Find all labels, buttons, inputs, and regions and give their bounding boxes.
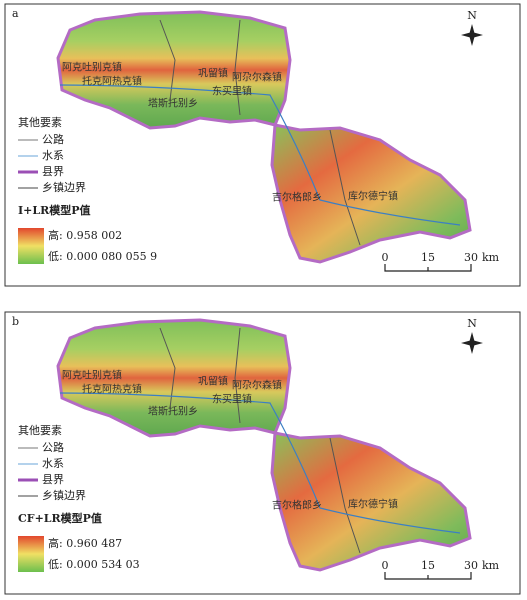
place-name: 阿克吐别克镇 <box>62 369 122 382</box>
scale-bar <box>384 264 472 272</box>
scale-tick: 0 <box>382 559 389 572</box>
scale-tick: 30 <box>464 251 478 264</box>
legend-low: 低: 0.000 534 03 <box>48 558 140 571</box>
legend-low: 低: 0.000 080 055 9 <box>48 250 157 263</box>
boundary <box>159 327 361 554</box>
place-name: 吉尔格郎乡 <box>272 499 322 512</box>
scale-bar <box>384 572 472 580</box>
legend-item: 乡镇边界 <box>42 180 86 194</box>
legend-item: 县界 <box>42 165 64 178</box>
model-title: CF+LR模型P值 <box>18 511 102 525</box>
place-name: 阿克吐别克镇 <box>62 61 122 74</box>
county-east <box>270 431 472 572</box>
north-arrow <box>461 332 483 354</box>
north-label: N <box>467 317 477 330</box>
model-title: I+LR模型P值 <box>18 203 91 217</box>
scale-tick: 0 <box>382 251 389 264</box>
legend-high: 高: 0.960 487 <box>48 536 122 550</box>
legend-item: 县界 <box>42 473 64 486</box>
place-name: 东买里镇 <box>212 393 252 406</box>
legend-item: 水系 <box>42 149 64 162</box>
legend-high: 高: 0.958 002 <box>48 228 122 242</box>
north-arrow <box>461 24 483 46</box>
place-name: 阿尕尔森镇 <box>232 71 282 84</box>
panel-label: b <box>12 315 19 328</box>
legend-item: 乡镇边界 <box>42 488 86 502</box>
river <box>59 84 461 226</box>
scale-tick: 15 <box>421 251 435 264</box>
boundary <box>159 19 361 246</box>
legend-title: 其他要素 <box>18 116 62 129</box>
legend-item: 公路 <box>42 133 64 146</box>
place-name: 阿尕尔森镇 <box>232 379 282 392</box>
place-name: 巩留镇 <box>198 67 228 80</box>
panel-label: a <box>12 7 19 20</box>
north-label: N <box>467 9 477 22</box>
place-name: 托克阿热克镇 <box>82 383 142 396</box>
place-name: 库尔德宁镇 <box>348 190 398 203</box>
place-name: 巩留镇 <box>198 375 228 388</box>
place-name: 东买里镇 <box>212 85 252 98</box>
legend-item: 水系 <box>42 457 64 470</box>
place-name: 塔斯托别乡 <box>148 405 198 418</box>
legend-item: 公路 <box>42 441 64 454</box>
place-name: 库尔德宁镇 <box>348 498 398 511</box>
color-ramp <box>18 536 44 572</box>
legend-title: 其他要素 <box>18 424 62 437</box>
scale-tick: 15 <box>421 559 435 572</box>
river <box>59 392 461 534</box>
county-east <box>270 123 472 264</box>
place-name: 吉尔格郎乡 <box>272 191 322 204</box>
place-name: 托克阿热克镇 <box>82 75 142 88</box>
scale-unit: km <box>482 251 500 264</box>
scale-unit: km <box>482 559 500 572</box>
color-ramp <box>18 228 44 264</box>
scale-tick: 30 <box>464 559 478 572</box>
place-name: 塔斯托别乡 <box>148 97 198 110</box>
